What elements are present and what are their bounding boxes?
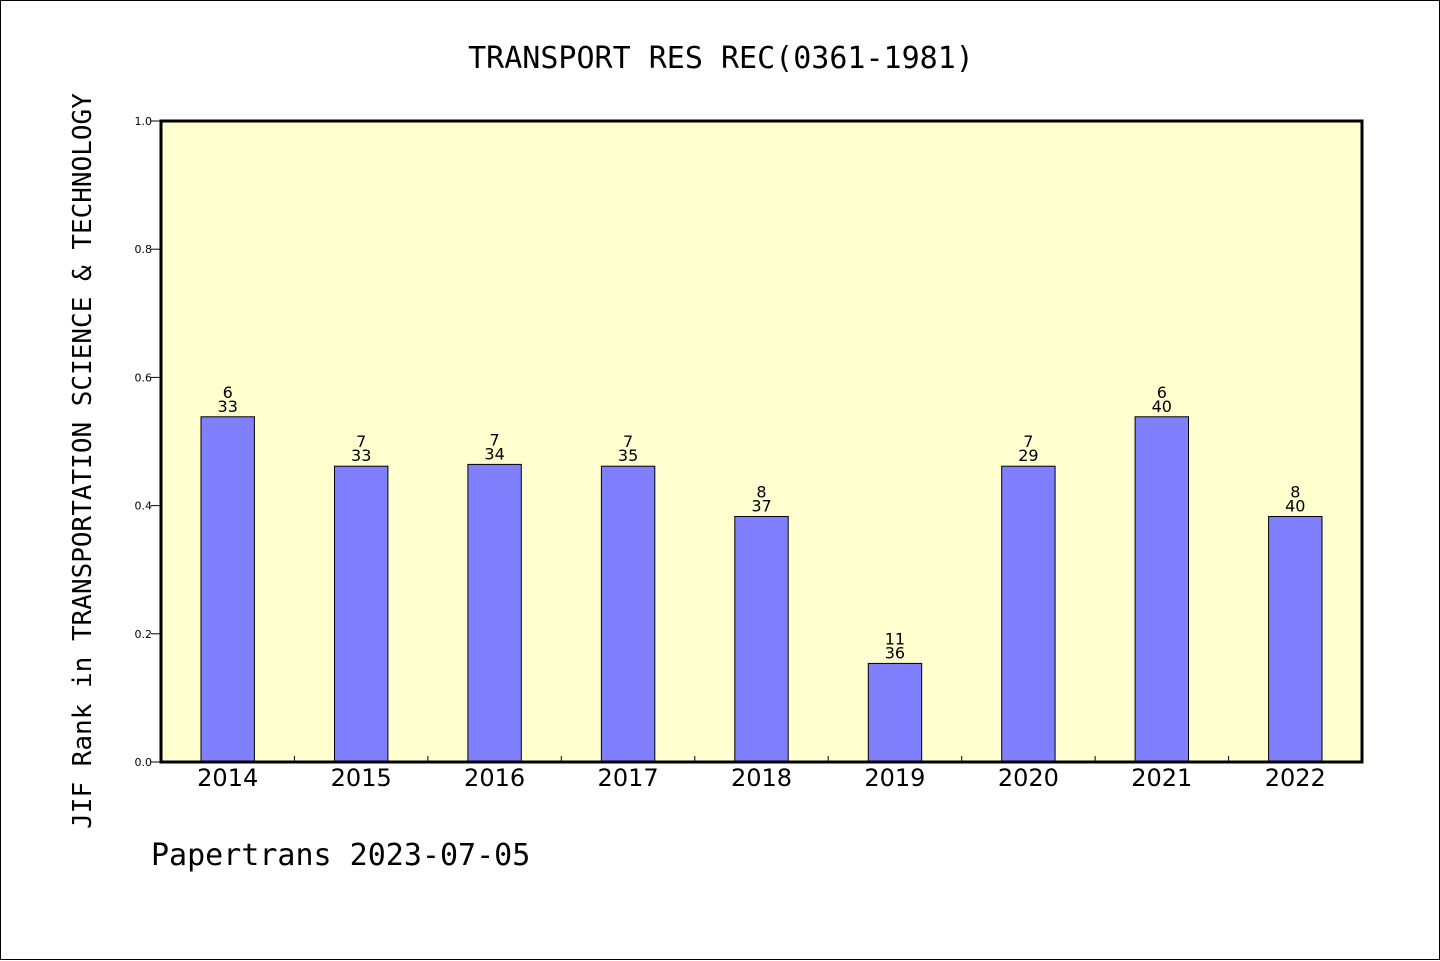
y-tick-label: 1.0: [135, 115, 153, 128]
bar-2020: [1001, 465, 1056, 763]
bar-total-label-2016: 34: [484, 444, 504, 463]
bar-2015: [334, 465, 389, 763]
x-tick-label-2016: 2016: [464, 764, 525, 792]
footer-credit: Papertrans 2023-07-05: [151, 838, 530, 873]
bar-rank-label-2014: 6: [223, 383, 233, 402]
x-tick-label-2020: 2020: [998, 764, 1059, 792]
bar-total-label-2014: 33: [218, 397, 238, 416]
bar-rank-label-2021: 6: [1157, 383, 1167, 402]
bar-total-label-2017: 35: [618, 446, 638, 465]
bar-total-label-2019: 36: [885, 643, 905, 662]
bar-total-label-2020: 29: [1018, 446, 1038, 465]
y-axis-ticks: 0.0 0.2 0.4 0.6 0.8 1.0: [135, 115, 161, 769]
x-axis-ticks: 2014 2015 2016 2017 2018 2019 2020 2021 2022: [197, 756, 1326, 792]
bar-total-label-2018: 37: [751, 497, 771, 516]
bar-rank-label-2015: 7: [356, 432, 366, 451]
bar-total-label-2021: 40: [1152, 397, 1172, 416]
bar-2016: [467, 463, 522, 763]
bar-2019: [867, 662, 923, 763]
x-tick-label-2019: 2019: [864, 764, 925, 792]
bar-rank-label-2016: 7: [490, 430, 500, 449]
y-axis-label: JIF Rank in TRANSPORTATION SCIENCE & TEC…: [68, 93, 98, 829]
x-tick-label-2017: 2017: [598, 764, 659, 792]
x-tick-label-2018: 2018: [731, 764, 792, 792]
bar-2014: [200, 416, 255, 763]
x-tick-label-2021: 2021: [1131, 764, 1192, 792]
chart-title: TRANSPORT RES REC(0361-1981): [468, 41, 974, 76]
bar-2018: [734, 516, 789, 763]
bar-2021: [1134, 416, 1189, 763]
bars-group: [200, 416, 1323, 763]
y-tick-label: 0.6: [135, 371, 153, 384]
x-tick-label-2015: 2015: [331, 764, 392, 792]
y-tick-label: 0.0: [135, 756, 153, 769]
x-tick-label-2014: 2014: [197, 764, 258, 792]
bar-2022: [1268, 516, 1323, 763]
bar-total-label-2022: 40: [1285, 497, 1305, 516]
bar-rank-label-2018: 8: [756, 483, 766, 502]
y-tick-label: 0.8: [135, 243, 153, 256]
bar-rank-label-2022: 8: [1290, 483, 1300, 502]
bar-2017: [600, 465, 656, 763]
x-tick-label-2022: 2022: [1265, 764, 1326, 792]
bar-rank-label-2017: 7: [623, 432, 633, 451]
bar-rank-label-2020: 7: [1023, 432, 1033, 451]
bar-total-label-2015: 33: [351, 446, 371, 465]
y-tick-label: 0.4: [135, 500, 153, 513]
y-tick-label: 0.2: [135, 628, 153, 641]
bar-rank-label-2019: 11: [885, 629, 905, 648]
plot-border: [159, 119, 1364, 764]
